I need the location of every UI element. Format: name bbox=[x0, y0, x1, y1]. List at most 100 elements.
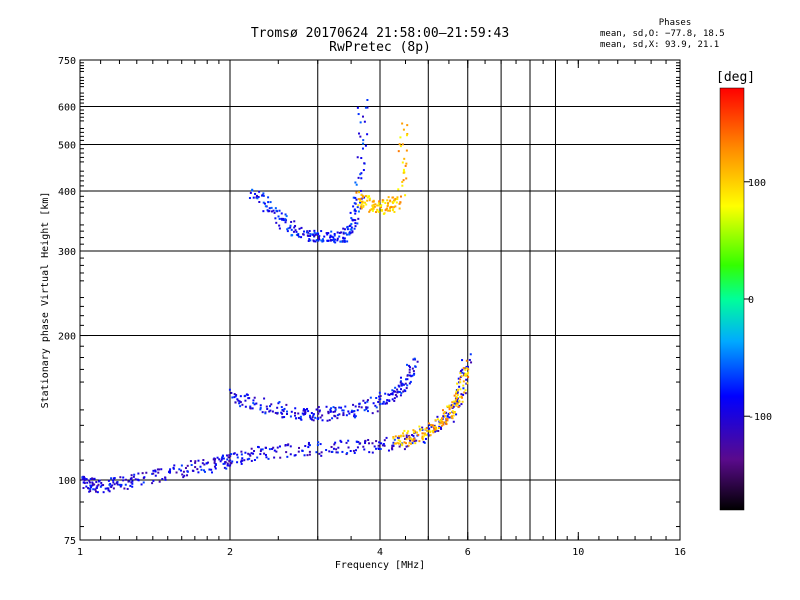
trace-point bbox=[236, 456, 239, 459]
trace-point bbox=[375, 406, 378, 409]
trace-point bbox=[406, 378, 409, 381]
trace-point bbox=[387, 202, 390, 205]
trace-point bbox=[145, 471, 148, 474]
trace-point bbox=[184, 467, 187, 470]
trace-point bbox=[359, 173, 362, 176]
trace-point bbox=[228, 388, 231, 391]
trace-point bbox=[441, 417, 444, 420]
trace-point bbox=[336, 231, 339, 234]
trace-point bbox=[428, 423, 431, 426]
trace-point bbox=[290, 234, 293, 237]
trace-point bbox=[329, 408, 332, 411]
trace-point bbox=[311, 233, 314, 236]
trace-point bbox=[412, 429, 415, 432]
trace-point bbox=[397, 442, 400, 445]
trace-point bbox=[408, 364, 411, 367]
trace-point bbox=[203, 463, 206, 466]
trace-point bbox=[352, 205, 355, 208]
trace-point bbox=[440, 420, 443, 423]
trace-point bbox=[239, 395, 242, 398]
trace-point bbox=[439, 426, 442, 429]
trace-point bbox=[334, 415, 337, 418]
trace-point bbox=[451, 404, 454, 407]
trace-point bbox=[118, 483, 121, 486]
trace-point bbox=[271, 447, 274, 450]
trace-point bbox=[249, 454, 252, 457]
trace-point bbox=[405, 438, 408, 441]
trace-point bbox=[219, 460, 222, 463]
trace-point bbox=[394, 205, 397, 208]
trace-point bbox=[307, 240, 310, 243]
trace-point bbox=[456, 390, 459, 393]
trace-point bbox=[331, 239, 334, 242]
trace-point bbox=[258, 190, 261, 193]
trace-point bbox=[141, 472, 144, 475]
trace-point bbox=[411, 374, 414, 377]
x-tick-label: 6 bbox=[465, 547, 471, 558]
trace-point bbox=[366, 400, 369, 403]
trace-point bbox=[415, 439, 418, 442]
trace-point bbox=[248, 457, 251, 460]
trace-point bbox=[381, 444, 384, 447]
trace-point bbox=[366, 399, 369, 402]
trace-point bbox=[368, 199, 371, 202]
trace-point bbox=[213, 461, 216, 464]
trace-point bbox=[418, 425, 421, 428]
trace-point bbox=[312, 419, 315, 422]
trace-point bbox=[467, 368, 470, 371]
y-tick-label: 400 bbox=[58, 187, 76, 198]
trace-point bbox=[391, 448, 394, 451]
trace-point bbox=[278, 401, 281, 404]
trace-point bbox=[294, 412, 297, 415]
trace-point bbox=[330, 445, 333, 448]
trace-point bbox=[255, 196, 258, 199]
trace-point bbox=[426, 430, 429, 433]
trace-point bbox=[376, 204, 379, 207]
trace-point bbox=[359, 197, 362, 200]
trace-point bbox=[372, 204, 375, 207]
trace-point bbox=[126, 487, 129, 490]
trace-point bbox=[275, 221, 278, 224]
trace-point bbox=[408, 441, 411, 444]
trace-point bbox=[340, 440, 343, 443]
trace-point bbox=[459, 378, 462, 381]
trace-point bbox=[333, 232, 336, 235]
trace-point bbox=[363, 162, 366, 165]
trace-point bbox=[285, 413, 288, 416]
trace-point bbox=[104, 487, 107, 490]
trace-point bbox=[441, 421, 444, 424]
trace-point bbox=[412, 370, 415, 373]
trace-point bbox=[336, 414, 339, 417]
trace-point bbox=[333, 443, 336, 446]
trace-point bbox=[283, 416, 286, 419]
trace-point bbox=[85, 485, 88, 488]
trace-point bbox=[334, 406, 337, 409]
trace-point bbox=[284, 213, 287, 216]
trace-point bbox=[330, 230, 333, 233]
trace-point bbox=[214, 458, 217, 461]
trace-point bbox=[406, 384, 409, 387]
trace-point bbox=[302, 230, 305, 233]
trace-point bbox=[267, 457, 270, 460]
trace-point bbox=[266, 209, 269, 212]
trace-point bbox=[119, 485, 122, 488]
trace-point bbox=[346, 228, 349, 231]
trace-point bbox=[202, 469, 205, 472]
trace-point bbox=[316, 408, 319, 411]
trace-point bbox=[392, 437, 395, 440]
trace-point bbox=[379, 204, 382, 207]
trace-point bbox=[401, 143, 404, 146]
trace-point bbox=[362, 142, 365, 145]
trace-point bbox=[276, 446, 279, 449]
trace-point bbox=[402, 434, 405, 437]
trace-point bbox=[360, 197, 363, 200]
trace-point bbox=[331, 417, 334, 420]
trace-point bbox=[123, 487, 126, 490]
trace-point bbox=[402, 432, 405, 435]
trace-point bbox=[400, 442, 403, 445]
trace-point bbox=[363, 448, 366, 451]
trace-point bbox=[309, 239, 312, 242]
trace-point bbox=[352, 449, 355, 452]
trace-point bbox=[307, 410, 310, 413]
trace-point bbox=[255, 194, 258, 197]
